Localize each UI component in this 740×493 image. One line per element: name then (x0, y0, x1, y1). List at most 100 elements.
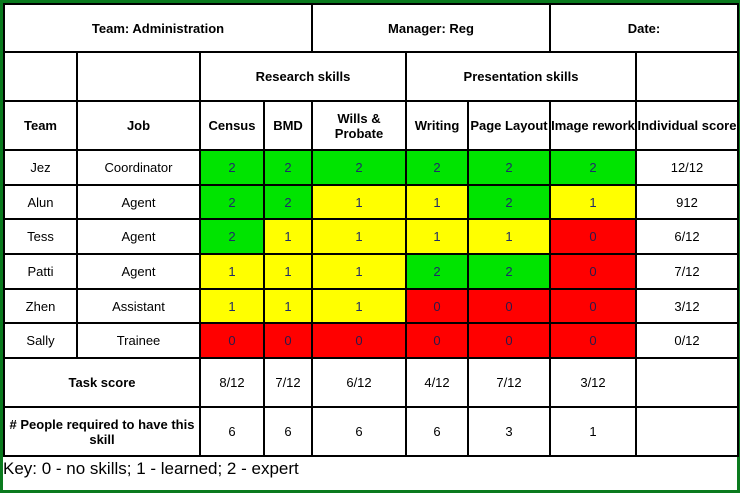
skill-level-cell: 2 (199, 183, 265, 221)
individual-score: 912 (635, 183, 739, 221)
skill-level-cell: 1 (263, 287, 313, 325)
research-skills-header: Research skills (199, 51, 407, 102)
header-row: Team: Administration Manager: Reg Date: (3, 3, 739, 53)
people-required-label: # People required to have this skill (3, 406, 201, 458)
individual-score: 12/12 (635, 149, 739, 186)
person-name: Sally (3, 322, 78, 360)
person-name: Zhen (3, 287, 78, 325)
col-census: Census (199, 100, 265, 151)
skill-level-cell: 2 (467, 183, 551, 221)
skill-level-cell: 2 (549, 149, 637, 186)
person-name: Tess (3, 218, 78, 256)
group-row: Research skills Presentation skills (3, 51, 739, 102)
empty-cell (3, 51, 78, 102)
skill-level-cell: 1 (405, 183, 469, 221)
skill-level-cell: 0 (405, 322, 469, 360)
people-required-value: 1 (549, 406, 637, 458)
skill-level-cell: 1 (263, 253, 313, 290)
skill-level-cell: 2 (467, 149, 551, 186)
skill-level-cell: 0 (263, 322, 313, 360)
skill-level-cell: 0 (467, 287, 551, 325)
person-job: Agent (76, 183, 201, 221)
column-header-row: Team Job Census BMD Wills & Probate Writ… (3, 100, 739, 151)
task-score-value: 8/12 (199, 357, 265, 409)
skill-level-cell: 0 (405, 287, 469, 325)
skill-level-cell: 2 (405, 253, 469, 290)
task-score-value: 3/12 (549, 357, 637, 409)
task-score-label: Task score (3, 357, 201, 409)
task-score-value: 7/12 (467, 357, 551, 409)
skill-level-cell: 1 (549, 183, 637, 221)
person-name: Patti (3, 253, 78, 290)
person-row: Alun Agent 2 2 1 1 2 1 912 (3, 183, 739, 221)
task-score-value: 4/12 (405, 357, 469, 409)
skill-level-cell: 0 (467, 322, 551, 360)
skill-level-cell: 1 (199, 287, 265, 325)
team-title: Team: Administration (3, 3, 313, 53)
col-job: Job (76, 100, 201, 151)
skill-level-cell: 2 (405, 149, 469, 186)
people-required-value: 3 (467, 406, 551, 458)
skill-level-cell: 1 (467, 218, 551, 256)
col-wills-probate: Wills & Probate (311, 100, 407, 151)
skill-level-cell: 1 (311, 183, 407, 221)
people-required-value: 6 (405, 406, 469, 458)
person-name: Jez (3, 149, 78, 186)
col-individual-score: Individual score (635, 100, 739, 151)
individual-score: 6/12 (635, 218, 739, 256)
skill-level-cell: 1 (311, 287, 407, 325)
people-required-value: 6 (199, 406, 265, 458)
col-writing: Writing (405, 100, 469, 151)
date-title: Date: (549, 3, 739, 53)
empty-cell (635, 51, 739, 102)
skill-level-cell: 2 (263, 149, 313, 186)
person-row: Patti Agent 1 1 1 2 2 0 7/12 (3, 253, 739, 290)
person-row: Jez Coordinator 2 2 2 2 2 2 12/12 (3, 149, 739, 186)
presentation-skills-header: Presentation skills (405, 51, 637, 102)
person-job: Coordinator (76, 149, 201, 186)
person-row: Zhen Assistant 1 1 1 0 0 0 3/12 (3, 287, 739, 325)
skill-level-cell: 1 (263, 218, 313, 256)
skill-level-cell: 2 (467, 253, 551, 290)
individual-score: 7/12 (635, 253, 739, 290)
skill-level-cell: 0 (199, 322, 265, 360)
empty-cell (76, 51, 201, 102)
people-required-value: 6 (311, 406, 407, 458)
skill-level-cell: 0 (549, 287, 637, 325)
person-job: Assistant (76, 287, 201, 325)
empty-cell (635, 406, 739, 458)
person-job: Trainee (76, 322, 201, 360)
person-job: Agent (76, 253, 201, 290)
skill-level-cell: 2 (263, 183, 313, 221)
people-required-value: 6 (263, 406, 313, 458)
skill-level-cell: 0 (549, 253, 637, 290)
skill-level-cell: 2 (311, 149, 407, 186)
individual-score: 0/12 (635, 322, 739, 360)
skill-level-cell: 1 (199, 253, 265, 290)
skill-level-cell: 1 (311, 253, 407, 290)
col-image-rework: Image rework (549, 100, 637, 151)
skill-level-cell: 1 (405, 218, 469, 256)
col-team: Team (3, 100, 78, 151)
skill-level-cell: 0 (549, 322, 637, 360)
skill-level-cell: 1 (311, 218, 407, 256)
person-row: Tess Agent 2 1 1 1 1 0 6/12 (3, 218, 739, 256)
col-bmd: BMD (263, 100, 313, 151)
task-score-value: 6/12 (311, 357, 407, 409)
skill-level-cell: 2 (199, 218, 265, 256)
skill-level-cell: 0 (311, 322, 407, 360)
col-page-layout: Page Layout (467, 100, 551, 151)
individual-score: 3/12 (635, 287, 739, 325)
skill-level-cell: 2 (199, 149, 265, 186)
person-job: Agent (76, 218, 201, 256)
task-score-value: 7/12 (263, 357, 313, 409)
manager-title: Manager: Reg (311, 3, 551, 53)
skills-matrix: Team: Administration Manager: Reg Date: … (3, 3, 739, 458)
legend-key: Key: 0 - no skills; 1 - learned; 2 - exp… (3, 459, 299, 478)
person-row: Sally Trainee 0 0 0 0 0 0 0/12 (3, 322, 739, 360)
task-score-row: Task score 8/12 7/12 6/12 4/12 7/12 3/12 (3, 357, 739, 409)
skill-level-cell: 0 (549, 218, 637, 256)
empty-cell (635, 357, 739, 409)
person-name: Alun (3, 183, 78, 221)
